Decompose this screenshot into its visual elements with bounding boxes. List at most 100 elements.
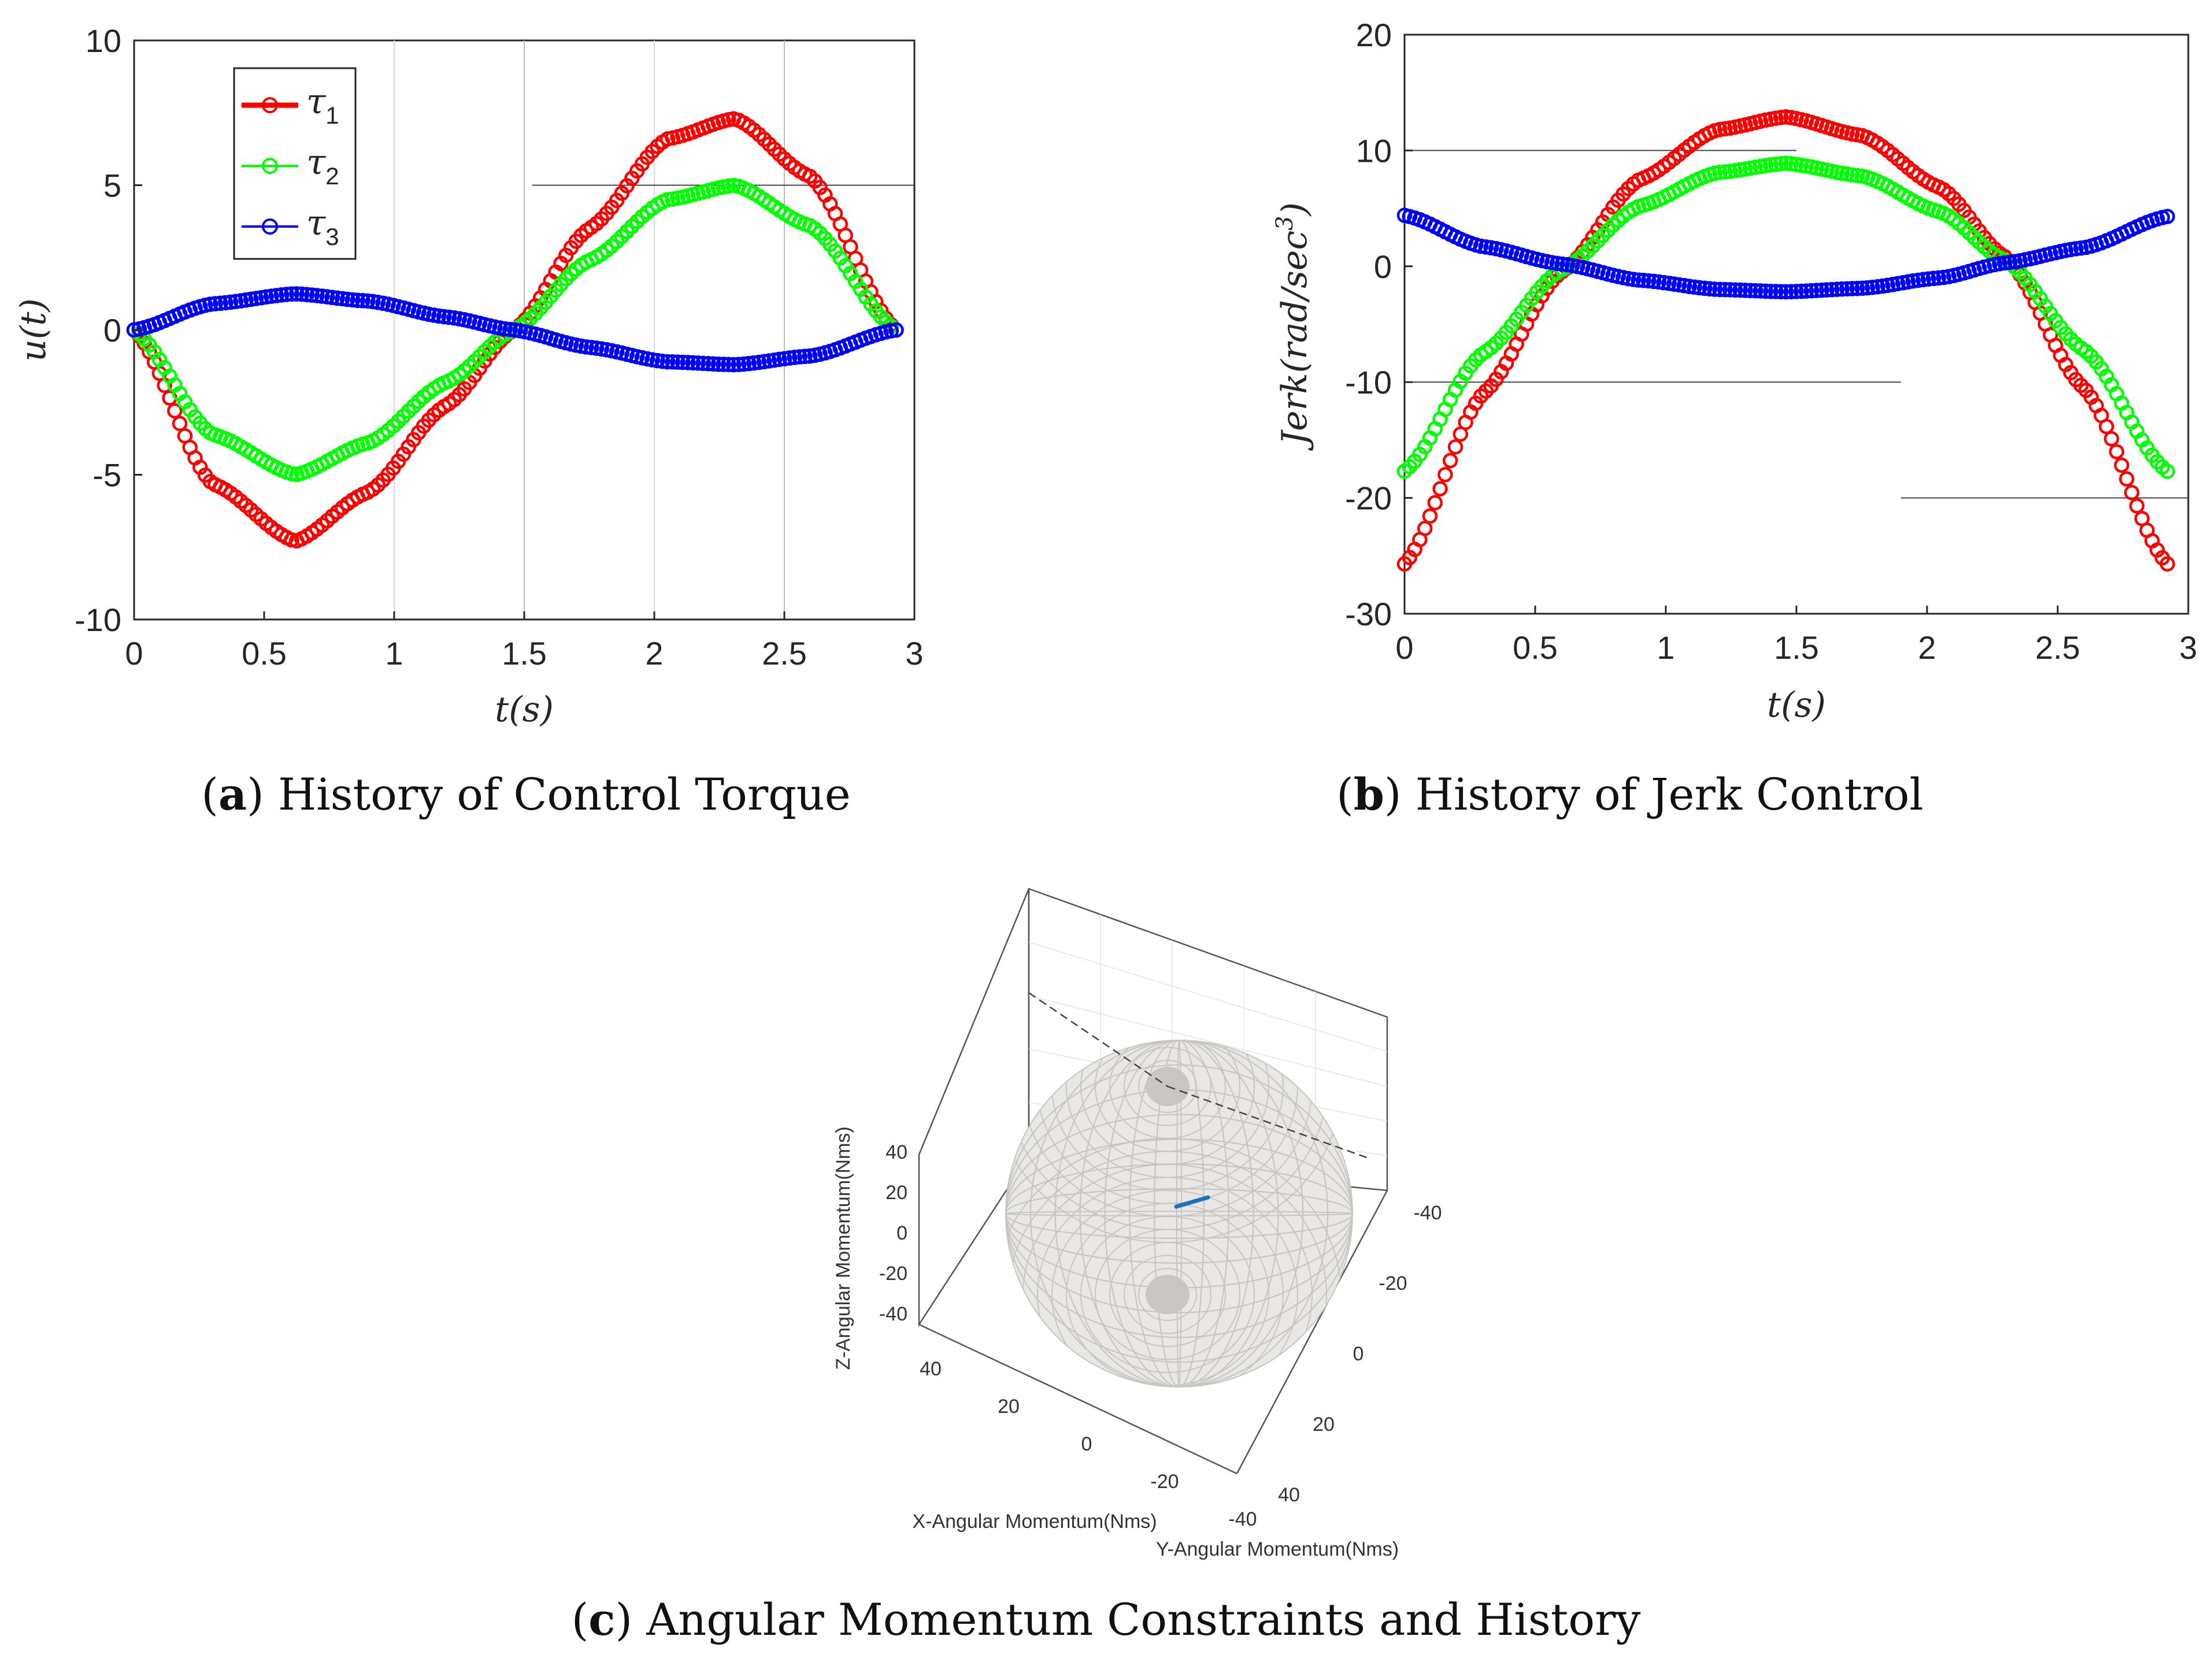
x-tick-label: 1.5 bbox=[502, 635, 547, 672]
data-point bbox=[1854, 280, 1870, 296]
data-point bbox=[710, 356, 727, 372]
z-axis-label-c: Z-Angular Momentum(Nms) bbox=[832, 1126, 854, 1370]
data-point bbox=[1696, 280, 1713, 296]
data-point bbox=[355, 293, 370, 309]
y-axis-label-b: Jerk(rad/sec3) bbox=[1272, 202, 1315, 451]
data-point bbox=[1794, 283, 1809, 299]
data-point bbox=[1442, 452, 1458, 469]
data-point bbox=[2129, 498, 2145, 514]
x-tick-label: 0 bbox=[1081, 1433, 1092, 1455]
data-point bbox=[1798, 283, 1814, 299]
chart-c: 40 20 0 -20 -40 40 20 0 -20 -40 -40 -20 0 20 40 Z-Angu… bbox=[832, 888, 1442, 1560]
data-point bbox=[350, 292, 366, 308]
x-axis-label-b: t(s) bbox=[1767, 685, 1826, 725]
data-point bbox=[1997, 255, 2013, 271]
data-point bbox=[1641, 273, 1657, 289]
data-point bbox=[670, 354, 686, 370]
data-point bbox=[1768, 284, 1784, 299]
data-point bbox=[502, 322, 518, 337]
legend-marker bbox=[262, 158, 278, 174]
data-point bbox=[1447, 439, 1463, 455]
data-point bbox=[1692, 280, 1707, 296]
sphere-grid-line bbox=[1124, 1047, 1211, 1126]
data-point bbox=[1834, 281, 1850, 297]
data-point bbox=[1717, 164, 1733, 180]
sphere-grid-line bbox=[1124, 1255, 1211, 1334]
data-point bbox=[579, 339, 594, 355]
y-axis-label-b-close: ) bbox=[1274, 202, 1315, 217]
legend-item-1: τ1 bbox=[242, 81, 339, 129]
z-tick-label: 0 bbox=[896, 1222, 907, 1244]
y-tick-label: -10 bbox=[1345, 364, 1392, 400]
data-point bbox=[1646, 273, 1662, 290]
data-point bbox=[721, 357, 736, 373]
legend-marker bbox=[262, 97, 278, 113]
y-tick-label: 0 bbox=[103, 312, 121, 348]
data-point bbox=[1773, 155, 1789, 172]
data-point bbox=[1417, 521, 1433, 536]
data-point bbox=[1778, 155, 1794, 171]
data-point bbox=[736, 356, 752, 372]
sphere-grid-line bbox=[1138, 1060, 1197, 1113]
data-point bbox=[213, 295, 228, 311]
data-point bbox=[208, 296, 223, 311]
y-tick-label: 0 bbox=[1353, 1343, 1364, 1365]
sphere-grid-line bbox=[1138, 1268, 1197, 1321]
data-point bbox=[695, 355, 711, 372]
data-point bbox=[1722, 282, 1738, 298]
data-point bbox=[2114, 457, 2129, 473]
data-point bbox=[294, 286, 310, 302]
box-edge-dashed-2 bbox=[1167, 1085, 1370, 1160]
x-tick-label: 1 bbox=[385, 635, 403, 672]
data-point bbox=[2124, 485, 2140, 500]
data-point bbox=[1773, 284, 1789, 299]
data-point bbox=[339, 291, 355, 307]
y-tick-label: -40 bbox=[1413, 1202, 1442, 1224]
legend-label: τ1 bbox=[306, 81, 339, 129]
data-point bbox=[279, 287, 294, 302]
box-edge-dashed-1 bbox=[1028, 992, 1168, 1088]
caption-c: (c) Angular Momentum Constraints and His… bbox=[571, 1594, 1641, 1645]
data-point bbox=[1844, 281, 1860, 296]
y-tick-label: -5 bbox=[92, 457, 121, 494]
data-point bbox=[1631, 272, 1647, 288]
z-tick-label: -20 bbox=[879, 1263, 907, 1285]
series-3-a bbox=[126, 286, 904, 373]
x-tick-label: 3 bbox=[2179, 629, 2197, 666]
chart-b: 0 0.5 1 1.5 2 2.5 3 -30 -20 -10 0 10 20 t(s) Jerk(ra… bbox=[1272, 17, 2198, 725]
data-point bbox=[2119, 471, 2135, 487]
data-point bbox=[1921, 271, 1936, 287]
x-axis-label-c: X-Angular Momentum(Nms) bbox=[912, 1511, 1157, 1533]
sphere-grid-line bbox=[1129, 1040, 1229, 1387]
data-point bbox=[1768, 156, 1784, 172]
x-tick-label: 2 bbox=[1918, 629, 1936, 666]
pane-grid-line bbox=[1028, 995, 1388, 1087]
x-tick-label: 3 bbox=[905, 635, 923, 672]
data-point bbox=[284, 286, 299, 302]
data-point bbox=[289, 286, 305, 302]
data-point bbox=[1783, 284, 1799, 299]
data-point bbox=[1925, 270, 1941, 287]
z-tick-label: 20 bbox=[885, 1182, 907, 1204]
sphere-grid-line bbox=[1054, 1040, 1304, 1387]
pane-grid-line bbox=[1028, 941, 1388, 1052]
data-point bbox=[1859, 280, 1875, 296]
sphere-grid-line bbox=[1176, 1040, 1182, 1387]
data-point bbox=[1809, 283, 1824, 298]
sphere-grid-line bbox=[1037, 1177, 1298, 1387]
sphere-grid-line bbox=[1079, 1040, 1279, 1387]
data-point bbox=[1758, 283, 1773, 299]
data-point bbox=[1814, 282, 1829, 298]
y-axis-label-c: Y-Angular Momentum(Nms) bbox=[1156, 1538, 1399, 1560]
data-point bbox=[217, 295, 234, 311]
data-point bbox=[731, 357, 747, 372]
data-point bbox=[344, 292, 361, 308]
sphere-grid-line bbox=[1006, 1114, 1353, 1314]
data-point bbox=[1702, 281, 1718, 297]
caption-letter-b: b bbox=[1353, 769, 1384, 820]
data-point bbox=[1727, 282, 1743, 298]
x-axis-label-a: t(s) bbox=[495, 689, 554, 730]
sphere-grid-line bbox=[1029, 1040, 1329, 1387]
data-point bbox=[654, 353, 670, 369]
caption-text-a: History of Control Torque bbox=[277, 769, 851, 820]
